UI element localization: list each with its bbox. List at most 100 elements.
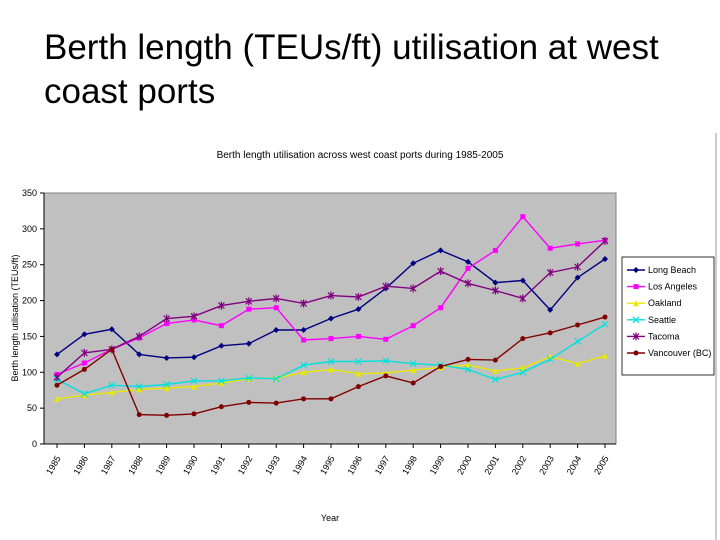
data-point-oakland (136, 386, 143, 393)
data-point-tacoma (327, 291, 335, 300)
y-tick-label: 50 (27, 403, 37, 413)
data-point-los-angeles (246, 306, 252, 312)
x-tick-label: 1995 (318, 454, 337, 476)
legend-marker-oakland (633, 300, 639, 307)
data-point-tacoma (574, 262, 582, 271)
data-point-vancouver-bc (273, 400, 279, 406)
data-point-los-angeles (273, 305, 279, 311)
x-tick-label: 1998 (400, 454, 419, 476)
data-point-tacoma (245, 297, 253, 306)
data-point-tacoma (354, 292, 362, 301)
data-point-oakland (300, 369, 307, 376)
data-point-vancouver-bc (602, 314, 608, 320)
y-tick-label: 200 (22, 296, 37, 306)
legend-marker-tacoma (632, 332, 640, 341)
data-point-seattle (217, 377, 225, 385)
data-point-oakland (519, 364, 526, 371)
data-point-oakland (328, 366, 334, 373)
data-point-tacoma (464, 279, 472, 288)
y-axis-label: Berth length utilisation (TEUs/ft) (10, 254, 20, 381)
data-point-long-beach (300, 326, 307, 333)
data-point-seattle (354, 358, 362, 365)
data-point-seattle (601, 320, 609, 328)
data-point-tacoma (217, 301, 225, 310)
data-point-tacoma (491, 286, 499, 295)
data-point-tacoma (163, 314, 171, 323)
y-tick-label: 150 (22, 331, 37, 341)
x-tick-label: 1991 (208, 454, 227, 476)
data-point-los-angeles (355, 333, 361, 339)
data-point-long-beach (355, 306, 362, 313)
x-tick-label: 1988 (126, 454, 145, 476)
x-tick-label: 1985 (44, 454, 63, 476)
data-point-long-beach (437, 247, 444, 254)
data-point-oakland (492, 367, 499, 374)
data-point-los-angeles (81, 360, 87, 366)
data-point-tacoma (546, 268, 554, 277)
data-point-oakland (602, 352, 608, 359)
data-point-oakland (218, 380, 225, 387)
data-point-seattle (464, 365, 472, 373)
data-point-oakland (163, 385, 170, 392)
data-point-los-angeles (465, 265, 471, 271)
data-point-seattle (382, 357, 390, 365)
legend-marker-vancouver-bc (633, 350, 639, 356)
data-point-los-angeles (547, 245, 553, 251)
data-point-los-angeles (218, 323, 224, 329)
data-point-seattle (163, 381, 171, 388)
data-point-los-angeles (492, 247, 498, 253)
chart-title: Berth length utilisation across west coa… (217, 150, 504, 161)
x-tick-label: 1994 (291, 454, 310, 476)
data-point-long-beach (136, 351, 143, 358)
data-point-seattle (245, 374, 253, 382)
legend-label-vancouver-bc: Vancouver (BC) (648, 348, 711, 358)
x-tick-label: 1996 (345, 454, 364, 476)
x-tick-label: 2001 (482, 454, 501, 476)
data-point-vancouver-bc (492, 357, 498, 363)
data-point-long-beach (163, 354, 170, 361)
x-tick-label: 1992 (236, 454, 255, 476)
data-point-vancouver-bc (547, 330, 553, 336)
data-point-seattle (80, 390, 88, 398)
data-point-seattle (300, 361, 308, 369)
data-point-tacoma (601, 237, 609, 246)
data-point-tacoma (300, 299, 308, 308)
data-point-long-beach (273, 326, 280, 333)
data-point-vancouver-bc (355, 384, 361, 390)
data-point-vancouver-bc (465, 356, 471, 362)
x-tick-label: 1986 (71, 454, 90, 476)
y-ticks: 0 50 100 150 200 250 300 350 (22, 188, 44, 449)
data-point-long-beach (54, 351, 60, 358)
data-point-long-beach (245, 340, 252, 347)
data-point-los-angeles (328, 336, 334, 342)
data-point-vancouver-bc (109, 346, 115, 352)
data-point-vancouver-bc (301, 396, 307, 402)
y-tick-label: 300 (22, 224, 37, 234)
data-point-los-angeles (520, 214, 526, 220)
data-point-vancouver-bc (575, 322, 581, 328)
y-tick-label: 0 (32, 439, 37, 449)
data-point-los-angeles (438, 305, 444, 311)
x-tick-label: 1997 (373, 454, 392, 476)
data-point-oakland (355, 370, 362, 377)
data-point-vancouver-bc (218, 404, 224, 410)
x-tick-label: 1993 (263, 454, 282, 476)
x-tick-label: 2003 (537, 454, 556, 476)
data-point-vancouver-bc (164, 412, 170, 418)
data-point-vancouver-bc (520, 336, 526, 342)
x-tick-label: 2004 (565, 454, 584, 476)
data-point-long-beach (492, 279, 499, 286)
legend-marker-long-beach (633, 267, 639, 273)
data-point-long-beach (574, 274, 581, 281)
data-point-tacoma (272, 294, 280, 303)
data-point-long-beach (218, 342, 225, 349)
data-point-long-beach (108, 326, 115, 333)
data-point-vancouver-bc (136, 412, 142, 418)
series-group (53, 214, 609, 418)
data-point-seattle (272, 375, 280, 383)
legend-items: Long Beach Los Angeles Oakland Seattle Tacom… (627, 265, 711, 358)
data-point-oakland (81, 392, 88, 399)
data-point-seattle (574, 338, 582, 345)
data-point-seattle (409, 360, 417, 368)
data-point-oakland (465, 362, 471, 369)
